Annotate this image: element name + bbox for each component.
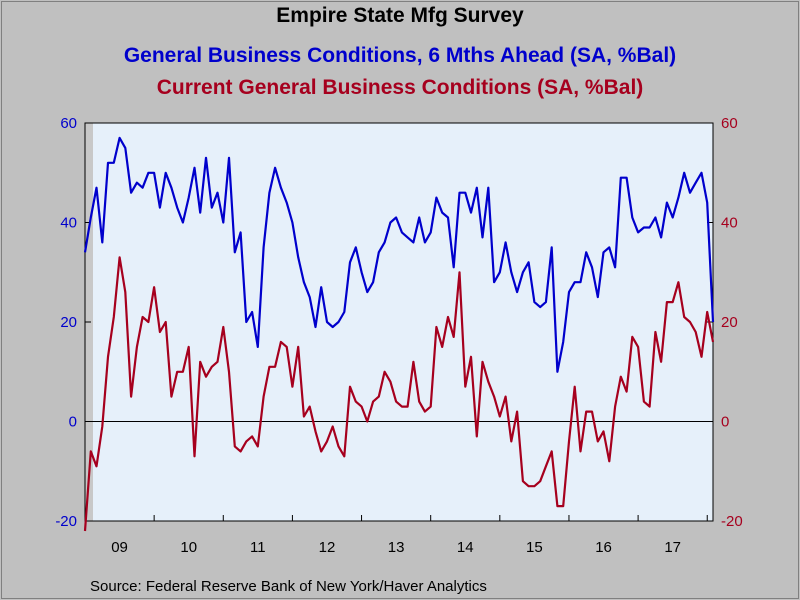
y-right-tick-label: 60: [721, 115, 738, 132]
y-left-tick-label: -20: [55, 513, 77, 530]
x-tick-label: 15: [526, 539, 543, 556]
x-tick-label: 16: [595, 539, 612, 556]
series-2-title: Current General Business Conditions (SA,…: [156, 76, 644, 99]
x-tick-label: 10: [180, 539, 197, 556]
x-tick-label: 09: [111, 539, 128, 556]
series-line-1: [83, 136, 715, 373]
chart-title: Empire State Mfg Survey: [276, 4, 524, 27]
y-left-tick-label: 60: [60, 115, 77, 132]
y-left-tick-label: 40: [60, 215, 77, 232]
series-1-title: General Business Conditions, 6 Mths Ahea…: [123, 44, 677, 67]
y-right-tick-label: 20: [721, 314, 738, 331]
x-tick-label: 12: [319, 539, 336, 556]
y-left-tick-label: 0: [69, 414, 77, 431]
y-right-tick-label: 40: [721, 215, 738, 232]
x-tick-label: 17: [664, 539, 681, 556]
y-right-tick-label: -20: [721, 513, 743, 530]
x-tick-label: 11: [250, 539, 266, 556]
x-tick-label: 14: [457, 539, 474, 556]
y-right-tick-label: 0: [721, 414, 729, 431]
plot-area: [85, 123, 713, 521]
y-left-tick-label: 20: [60, 314, 77, 331]
series-line-2: [83, 256, 715, 532]
source-note: Source: Federal Reserve Bank of New York…: [90, 578, 487, 595]
x-tick-label: 13: [388, 539, 405, 556]
